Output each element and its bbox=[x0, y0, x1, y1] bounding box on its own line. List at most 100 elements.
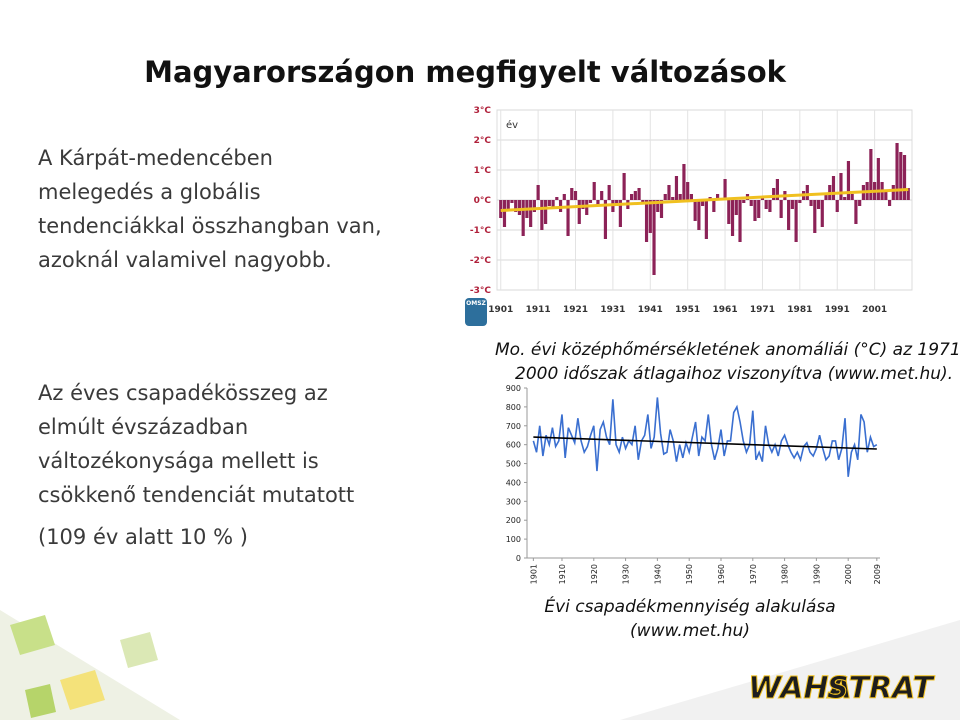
bar bbox=[906, 188, 910, 200]
paragraph-line: elmúlt évszázadban bbox=[38, 415, 248, 439]
bar bbox=[532, 200, 536, 212]
temperature-chart: 3°C 2°C 1°C 0°C -1°C -2°C -3°C 1901 1911 1921 1931… bbox=[465, 100, 920, 325]
paragraph-line: azoknál valamivel nagyobb. bbox=[38, 248, 332, 272]
bar bbox=[697, 200, 701, 230]
x-tick-label: 1931 bbox=[600, 305, 625, 315]
bar bbox=[633, 191, 637, 200]
y-tick-label: -3°C bbox=[470, 286, 491, 296]
bar bbox=[656, 200, 660, 212]
bar bbox=[540, 200, 544, 230]
deco-shape bbox=[10, 615, 55, 655]
bar bbox=[775, 179, 779, 200]
bar bbox=[749, 200, 753, 206]
y-tick-label: 1°C bbox=[474, 166, 492, 176]
x-tick-label: 1910 bbox=[558, 564, 567, 584]
bar bbox=[787, 200, 791, 230]
y-tick-label: 500 bbox=[506, 460, 521, 469]
bar bbox=[820, 200, 824, 227]
bar bbox=[514, 200, 518, 212]
bar bbox=[846, 161, 851, 200]
x-tick-label: 1951 bbox=[675, 305, 700, 315]
bar bbox=[779, 200, 783, 218]
y-tick-label: -1°C bbox=[470, 226, 491, 236]
bar bbox=[622, 173, 626, 200]
x-tick-label: 1970 bbox=[749, 564, 758, 584]
omsz-logo: OMSZ bbox=[465, 298, 487, 326]
bar bbox=[596, 200, 600, 206]
bar bbox=[794, 200, 798, 242]
bar bbox=[674, 176, 679, 200]
logo-text: OMSZ bbox=[466, 300, 486, 307]
x-tick-label: 1901 bbox=[488, 305, 513, 315]
bar bbox=[742, 200, 746, 203]
decoration bbox=[0, 610, 960, 720]
y-tick-label: -2°C bbox=[470, 256, 491, 266]
bar bbox=[592, 182, 596, 200]
x-tick-label: 1971 bbox=[750, 305, 775, 315]
bar bbox=[768, 200, 772, 212]
deco-shape bbox=[60, 670, 105, 710]
bar bbox=[644, 200, 649, 242]
bar bbox=[723, 179, 727, 200]
captions: Mo. évi középhőmérsékletének anomáliái (… bbox=[495, 340, 960, 641]
y-tick-label: 2°C bbox=[474, 136, 492, 146]
x-tick-label: 1920 bbox=[590, 564, 599, 584]
body-text: A Kárpát-medencében melegedés a globális t… bbox=[38, 146, 382, 549]
bar bbox=[712, 200, 716, 212]
bar bbox=[854, 200, 858, 224]
x-tick-label: 1961 bbox=[713, 305, 738, 315]
bar bbox=[850, 194, 854, 200]
bar bbox=[738, 200, 742, 242]
bar bbox=[764, 200, 768, 209]
y-tick-label: 200 bbox=[506, 516, 521, 525]
bar bbox=[562, 194, 566, 200]
x-tick-label: 1950 bbox=[685, 564, 694, 584]
bar bbox=[659, 200, 664, 218]
bar bbox=[835, 200, 839, 212]
bar bbox=[876, 158, 880, 200]
bar bbox=[887, 200, 892, 206]
precipitation-chart: 0 100 200 300 400 500 600 700 800 900 1901 1910 1920… bbox=[506, 384, 882, 584]
x-tick-label: 1901 bbox=[529, 564, 538, 584]
bar bbox=[547, 200, 551, 206]
bar bbox=[607, 185, 611, 200]
bar bbox=[641, 200, 645, 203]
x-tick-label: 1930 bbox=[622, 564, 631, 584]
bar bbox=[757, 200, 761, 218]
bar bbox=[510, 200, 514, 203]
bar bbox=[536, 185, 540, 200]
bar bbox=[704, 200, 708, 239]
trend-line bbox=[533, 436, 877, 450]
data-line bbox=[532, 397, 878, 477]
logo-text: STRAT bbox=[827, 671, 936, 706]
x-tick-label: 1981 bbox=[787, 305, 812, 315]
y-tick-label: 0°C bbox=[474, 196, 492, 206]
caption: Mo. évi középhőmérsékletének anomáliái (… bbox=[495, 340, 960, 360]
bar bbox=[667, 185, 671, 200]
bar bbox=[689, 194, 694, 200]
logo-text: WAHA bbox=[748, 671, 852, 706]
bar bbox=[555, 197, 559, 200]
bar bbox=[678, 194, 682, 200]
bar bbox=[798, 200, 802, 203]
y-tick-label: 100 bbox=[506, 535, 521, 544]
bar bbox=[693, 200, 697, 221]
bar bbox=[734, 200, 738, 215]
company-logo: WAHA STRAT bbox=[748, 671, 936, 707]
bar bbox=[573, 191, 578, 200]
bar bbox=[884, 191, 888, 200]
bar bbox=[517, 200, 522, 215]
bar bbox=[843, 197, 847, 200]
x-tick-label: 2009 bbox=[873, 564, 882, 584]
bar bbox=[566, 200, 570, 236]
bar bbox=[544, 200, 548, 224]
bar bbox=[790, 200, 794, 209]
bar bbox=[663, 194, 667, 200]
bar bbox=[839, 173, 843, 200]
y-tick-label: 400 bbox=[506, 478, 521, 487]
deco-shape bbox=[25, 684, 56, 718]
bar bbox=[816, 200, 821, 209]
bar bbox=[603, 200, 608, 239]
y-tick-label: 300 bbox=[506, 497, 521, 506]
bar bbox=[858, 200, 862, 206]
